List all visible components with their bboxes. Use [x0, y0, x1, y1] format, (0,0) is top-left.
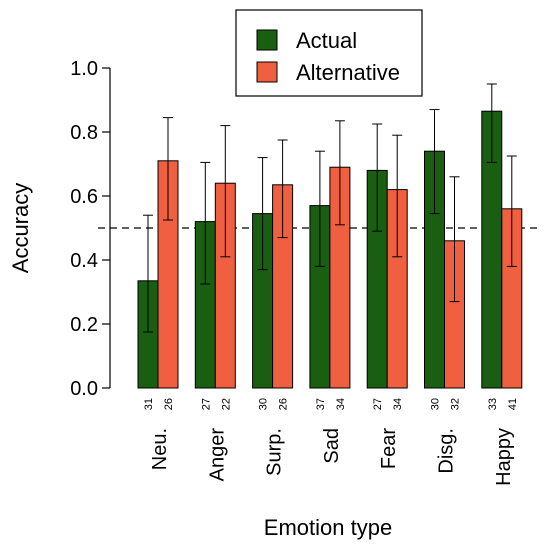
y-tick-label: 0.8: [70, 122, 98, 144]
y-tick-label: 0.4: [70, 250, 98, 272]
category-label: Anger: [206, 428, 228, 482]
legend-label-alternative: Alternative: [296, 60, 400, 85]
sample-size-label: 32: [450, 398, 462, 410]
y-tick-label: 0.2: [70, 314, 98, 336]
sample-size-label: 26: [278, 398, 290, 410]
category-label: Happy: [493, 428, 515, 486]
sample-size-label: 31: [143, 398, 155, 410]
legend: Actual Alternative: [235, 9, 423, 97]
x-labels: 31 26 Neu. 27 22 Anger 30 26 Surp. 37 34 Sad 27 34 Fea…: [143, 398, 519, 486]
sample-size-label: 37: [315, 398, 327, 410]
y-axis-title: Accuracy: [8, 183, 33, 273]
y-tick-label: 0.6: [70, 186, 98, 208]
error-bars: [143, 83, 517, 333]
legend-label-actual: Actual: [296, 28, 357, 53]
category-label: Surp.: [264, 428, 286, 476]
category-label: Disg.: [436, 428, 458, 474]
category-label: Neu.: [149, 428, 171, 470]
sample-size-label: 34: [335, 398, 347, 410]
legend-swatch-alternative: [256, 61, 278, 83]
sample-size-label: 34: [392, 398, 404, 410]
legend-swatch-actual: [256, 29, 278, 51]
sample-size-label: 33: [487, 398, 499, 410]
x-axis-title: Emotion type: [264, 515, 392, 540]
sample-size-label: 30: [430, 398, 442, 410]
sample-size-label: 22: [220, 398, 232, 410]
bars: [137, 110, 523, 389]
y-tick-label: 0.0: [70, 378, 98, 400]
legend-box: [235, 9, 423, 97]
sample-size-label: 27: [372, 398, 384, 410]
sample-size-label: 41: [507, 398, 519, 410]
y-axis: 0.0 0.2 0.4 0.6 0.8 1.0: [70, 58, 111, 400]
sample-size-label: 27: [200, 398, 212, 410]
category-label: Sad: [321, 428, 343, 464]
sample-size-label: 26: [163, 398, 175, 410]
y-tick-label: 1.0: [70, 58, 98, 80]
category-label: Fear: [378, 428, 400, 469]
sample-size-label: 30: [258, 398, 270, 410]
